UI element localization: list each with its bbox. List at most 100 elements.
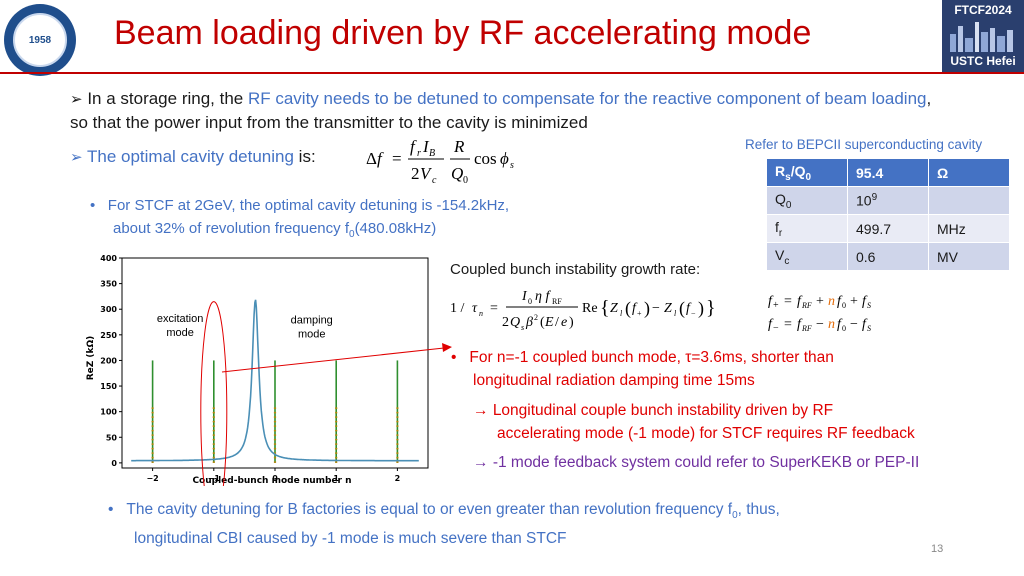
cbi-arrow1-line1: Longitudinal couple bunch instability dr… bbox=[492, 402, 834, 419]
cbi-note-line2: longitudinal radiation damping time 15ms bbox=[473, 372, 755, 389]
bullet-dot-icon: • bbox=[108, 501, 114, 518]
x-tick-label: −2 bbox=[146, 474, 158, 483]
svg-text:RF: RF bbox=[801, 301, 812, 310]
svg-text:+: + bbox=[850, 294, 858, 309]
svg-text:=: = bbox=[392, 149, 402, 168]
table-row: Q0 109 bbox=[766, 186, 1010, 215]
svg-text:s: s bbox=[510, 160, 514, 171]
y-tick-label: 50 bbox=[106, 433, 118, 442]
y-tick-label: 400 bbox=[100, 254, 117, 263]
table-cell: Rs/Q0 bbox=[766, 158, 848, 187]
x-ticks: −2 −1 0 1 2 bbox=[146, 468, 400, 483]
svg-text:): ) bbox=[569, 315, 574, 330]
cbi-arrow2: -1 mode feedback system could refer to S… bbox=[492, 454, 920, 471]
svg-text:f: f bbox=[837, 294, 843, 309]
svg-text:f: f bbox=[797, 294, 803, 309]
svg-text:=: = bbox=[784, 317, 792, 332]
svg-text:f: f bbox=[632, 301, 638, 316]
y-axis-label: ReZ (kΩ) bbox=[86, 336, 96, 381]
svg-text:f: f bbox=[797, 317, 803, 332]
excitation-mode-highlight bbox=[200, 301, 228, 486]
svg-text:{: { bbox=[600, 297, 610, 319]
bullet-dot-icon: • bbox=[451, 349, 457, 366]
svg-text:B: B bbox=[429, 148, 435, 159]
y-tick-label: 100 bbox=[100, 408, 117, 417]
svg-text:+: + bbox=[773, 300, 779, 311]
title-divider bbox=[0, 72, 1024, 74]
svg-text:Re: Re bbox=[582, 301, 598, 316]
cavity-parameter-table: Rs/Q0 95.4 Ω Q0 109 fr 499.7 MHz Vc 0.6 … bbox=[766, 158, 1010, 271]
table-header-row: Rs/Q0 95.4 Ω bbox=[766, 158, 1010, 187]
svg-text:ϕ: ϕ bbox=[500, 149, 509, 168]
slide-title: Beam loading driven by RF accelerating m… bbox=[114, 14, 812, 52]
table-cell: Q0 bbox=[766, 186, 848, 215]
stcf-line1: For STCF at 2GeV, the optimal cavity det… bbox=[107, 197, 510, 214]
svg-text:): ) bbox=[698, 298, 704, 319]
svg-text:+: + bbox=[637, 309, 642, 318]
svg-text:2: 2 bbox=[534, 313, 538, 322]
bullet2-highlight: The optimal cavity detuning bbox=[87, 147, 294, 166]
svg-text:n: n bbox=[479, 309, 483, 318]
bullet-optimal-detuning: ➢ The optimal cavity detuning is: bbox=[70, 145, 316, 169]
svg-text:n: n bbox=[828, 317, 835, 332]
right-arrow-icon: → bbox=[473, 402, 489, 419]
refer-note: Refer to BEPCII superconducting cavity bbox=[745, 137, 983, 152]
svg-text:β: β bbox=[525, 315, 533, 330]
badge-bottom-text: USTC Hefei bbox=[950, 54, 1016, 68]
bottom-line1a: The cavity detuning for B factories is e… bbox=[126, 501, 733, 518]
svg-text:(: ( bbox=[540, 315, 545, 330]
table-row: fr 499.7 MHz bbox=[766, 214, 1010, 243]
y-tick-label: 300 bbox=[100, 305, 117, 314]
svg-text:r: r bbox=[417, 148, 421, 159]
svg-text:f: f bbox=[862, 317, 868, 332]
y-ticks: 0 50 100 150 200 250 300 350 400 bbox=[100, 254, 122, 468]
svg-text:e: e bbox=[561, 315, 567, 330]
svg-text:I: I bbox=[521, 289, 528, 304]
svg-text:+: + bbox=[816, 294, 824, 309]
svg-text:f: f bbox=[686, 301, 692, 316]
chart-annotations: excitation mode damping mode bbox=[157, 313, 333, 341]
table-row: Vc 0.6 MV bbox=[766, 242, 1010, 271]
x-tick-label: −1 bbox=[208, 474, 221, 483]
svg-text:S: S bbox=[867, 301, 871, 310]
badge-top-text: FTCF2024 bbox=[954, 3, 1012, 17]
svg-text:−: − bbox=[850, 317, 858, 332]
arrow-bullet-icon: ➢ bbox=[70, 149, 83, 166]
bottom-note: • The cavity detuning for B factories is… bbox=[108, 498, 780, 550]
svg-text:n: n bbox=[828, 294, 835, 309]
stcf-detuning-note: • For STCF at 2GeV, the optimal cavity d… bbox=[90, 197, 510, 240]
svg-text:=: = bbox=[784, 294, 792, 309]
cbi-arrow1-line2: accelerating mode (-1 mode) for STCF req… bbox=[497, 425, 915, 442]
svg-text:S: S bbox=[867, 324, 871, 333]
svg-text:τ: τ bbox=[472, 301, 478, 316]
x-tick-label: 1 bbox=[333, 474, 339, 483]
bottom-line1b: , thus, bbox=[737, 501, 780, 518]
bottom-line2: longitudinal CBI caused by -1 mode is mu… bbox=[134, 530, 567, 548]
y-tick-label: 200 bbox=[100, 356, 117, 365]
x-tick-label: 2 bbox=[395, 474, 401, 483]
university-logo: 1958 bbox=[4, 4, 76, 76]
city-skyline-icon bbox=[950, 22, 1013, 52]
impedance-curve bbox=[131, 299, 419, 462]
bullet1-post: , so that the power input from the trans… bbox=[70, 89, 932, 132]
svg-text:Q: Q bbox=[510, 315, 520, 330]
svg-text:0: 0 bbox=[842, 301, 846, 310]
annotation-text: excitation bbox=[157, 313, 203, 325]
x-axis-label: Coupled-bunch mode number n bbox=[192, 476, 351, 486]
svg-text:Δ: Δ bbox=[366, 149, 377, 168]
svg-text:Q: Q bbox=[451, 164, 463, 183]
conference-badge: FTCF2024 USTC Hefei bbox=[942, 0, 1024, 72]
svg-text:f: f bbox=[837, 317, 843, 332]
svg-text:I: I bbox=[422, 137, 430, 156]
right-arrow-icon: → bbox=[473, 454, 489, 471]
svg-text:): ) bbox=[644, 298, 650, 319]
svg-text:(: ( bbox=[625, 298, 631, 319]
annotation-text: damping bbox=[291, 315, 333, 327]
bullet1-highlight: RF cavity needs to be detuned to compens… bbox=[247, 89, 927, 108]
table-cell: MV bbox=[928, 242, 1010, 271]
table-cell: MHz bbox=[928, 214, 1010, 243]
x-tick-label: 0 bbox=[272, 474, 278, 483]
